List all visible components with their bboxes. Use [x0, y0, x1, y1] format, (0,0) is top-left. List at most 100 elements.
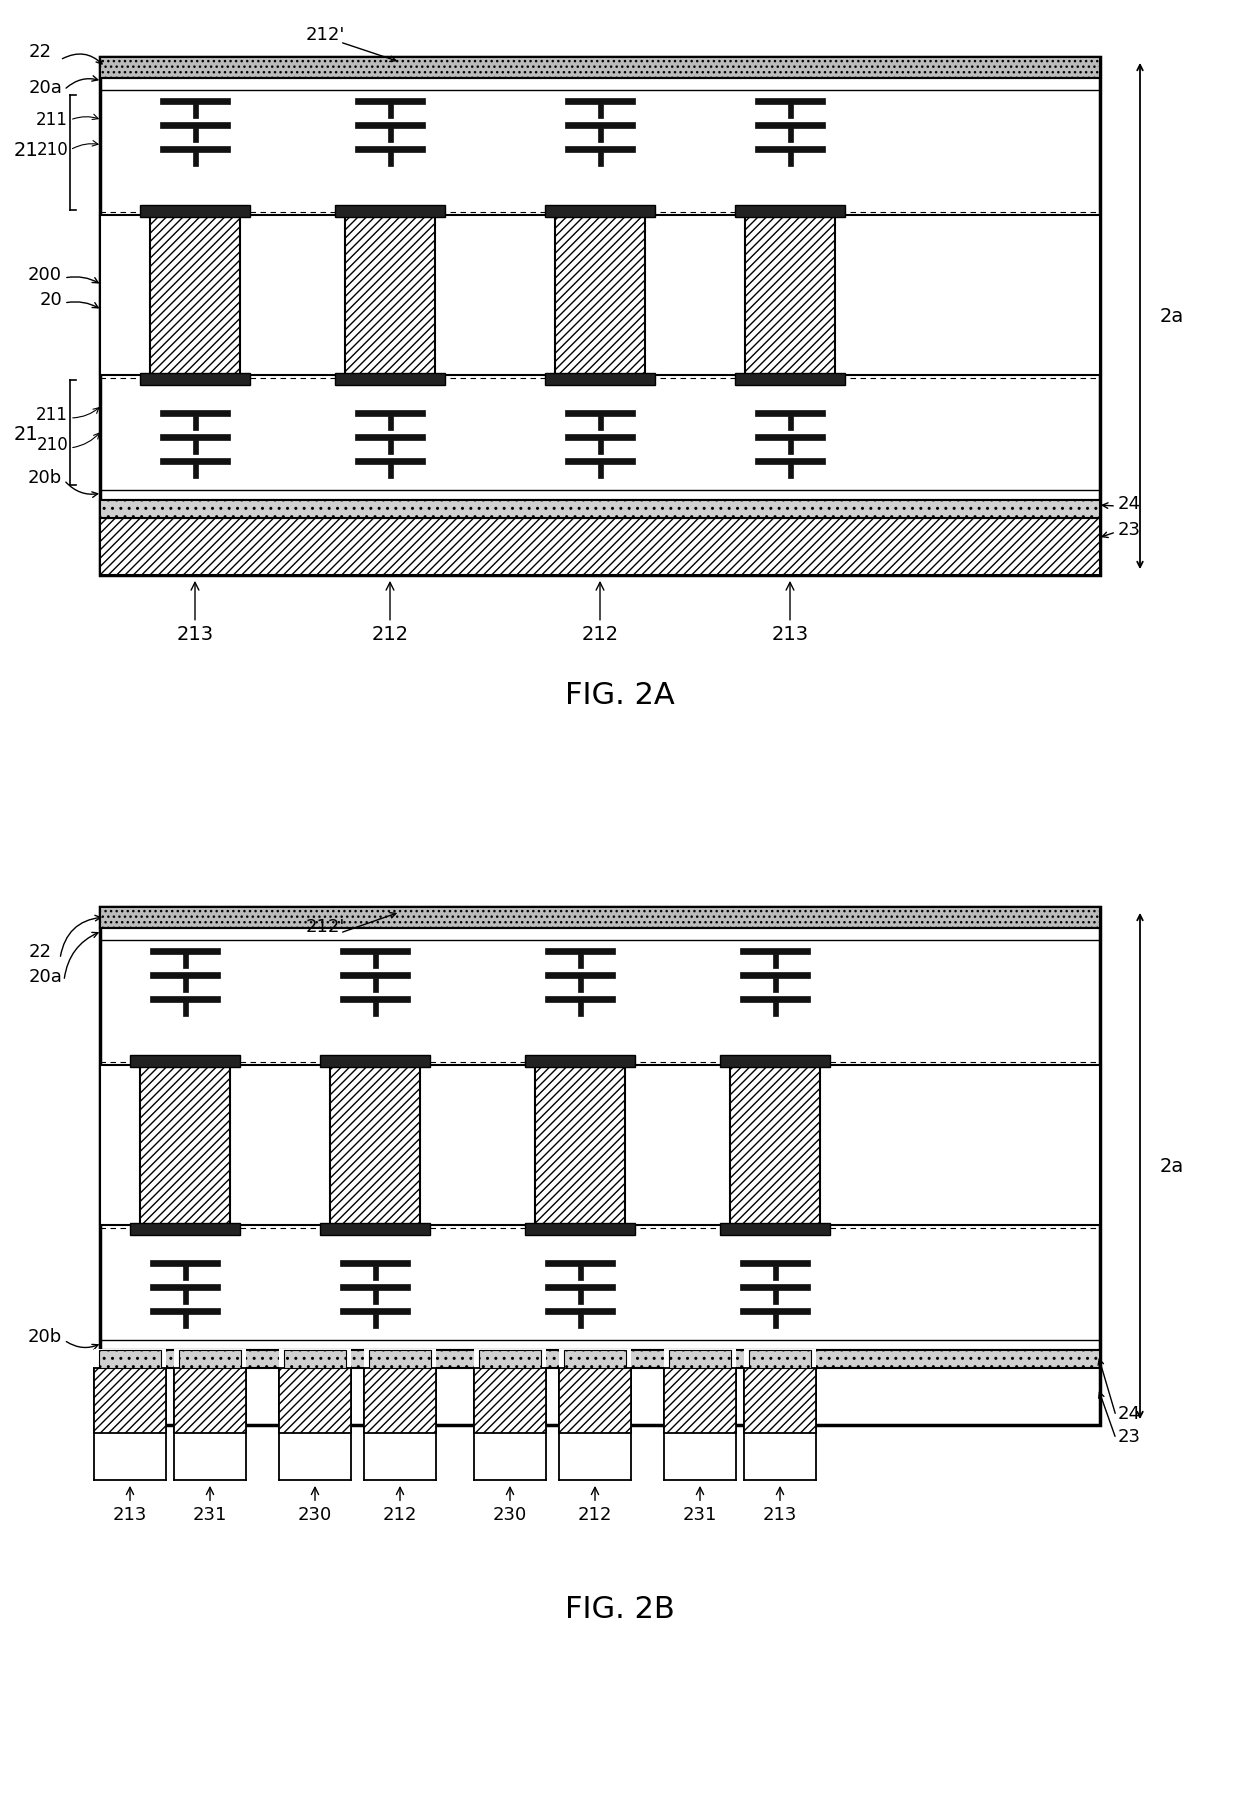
Bar	[373, 1313, 378, 1328]
Bar	[565, 121, 635, 128]
Bar	[140, 1066, 229, 1225]
Bar	[100, 1066, 1100, 1225]
Bar	[787, 440, 794, 454]
Bar	[740, 971, 810, 979]
Bar	[755, 458, 825, 463]
Bar	[193, 440, 198, 454]
Text: FIG. 2B: FIG. 2B	[565, 1596, 675, 1624]
Bar	[184, 953, 188, 968]
Bar	[160, 434, 229, 440]
Text: 231: 231	[683, 1487, 717, 1523]
Bar	[565, 147, 635, 152]
Text: 20: 20	[40, 291, 62, 309]
Bar	[355, 98, 425, 103]
Bar	[773, 1266, 777, 1281]
Text: 211: 211	[36, 405, 68, 423]
Bar	[388, 128, 393, 141]
Bar	[525, 1055, 635, 1067]
Bar	[140, 373, 250, 385]
Bar	[773, 953, 777, 968]
Bar	[340, 1261, 410, 1266]
Bar	[355, 147, 425, 152]
Bar	[160, 98, 229, 103]
Bar	[534, 1066, 625, 1225]
Bar	[279, 1368, 351, 1433]
Bar	[160, 147, 229, 152]
Bar	[184, 979, 188, 991]
Bar	[388, 463, 393, 478]
Text: 20b: 20b	[27, 469, 62, 487]
Bar	[373, 1266, 378, 1281]
Bar	[100, 58, 1100, 78]
Bar	[355, 411, 425, 416]
Bar	[525, 1223, 635, 1236]
Bar	[340, 971, 410, 979]
Bar	[565, 411, 635, 416]
Bar	[184, 1002, 188, 1017]
Bar	[564, 1350, 626, 1368]
Text: 2a: 2a	[1159, 306, 1184, 326]
Bar	[330, 1066, 420, 1225]
Bar	[787, 416, 794, 431]
Bar	[150, 948, 219, 953]
Bar	[150, 971, 219, 979]
Bar	[730, 1066, 820, 1225]
Bar	[740, 1261, 810, 1266]
Bar	[184, 1313, 188, 1328]
Bar	[787, 128, 794, 141]
Text: 24: 24	[1118, 496, 1141, 514]
Bar	[373, 979, 378, 991]
Bar	[94, 1368, 166, 1433]
Bar	[663, 1350, 737, 1369]
Bar	[355, 434, 425, 440]
Bar	[365, 1350, 436, 1369]
Text: 213: 213	[771, 582, 808, 644]
Bar	[99, 1350, 161, 1368]
Bar	[174, 1368, 246, 1433]
Bar	[370, 1350, 432, 1368]
Bar	[755, 411, 825, 416]
Text: 210: 210	[36, 141, 68, 159]
Bar	[755, 98, 825, 103]
Bar	[160, 121, 229, 128]
Bar	[94, 1350, 166, 1369]
Bar	[559, 1350, 631, 1369]
Bar	[355, 458, 425, 463]
Bar	[720, 1223, 830, 1236]
Text: 212': 212'	[305, 917, 345, 935]
Bar	[388, 416, 393, 431]
Bar	[735, 373, 844, 385]
Bar	[773, 1002, 777, 1017]
Bar	[735, 204, 844, 217]
Bar	[598, 463, 603, 478]
Bar	[373, 1002, 378, 1017]
Bar	[100, 1350, 1100, 1368]
Bar	[335, 204, 445, 217]
Text: 231: 231	[192, 1487, 227, 1523]
Bar	[150, 1308, 219, 1313]
Bar	[193, 416, 198, 431]
Bar	[335, 373, 445, 385]
Text: 20b: 20b	[27, 1328, 62, 1346]
Bar	[787, 103, 794, 118]
Bar	[744, 1350, 816, 1369]
Bar	[345, 215, 435, 374]
Bar	[150, 1284, 219, 1290]
Bar	[340, 1308, 410, 1313]
Bar	[279, 1350, 351, 1369]
Bar	[140, 204, 250, 217]
Bar	[663, 1368, 737, 1433]
Text: 230: 230	[492, 1487, 527, 1523]
Bar	[546, 971, 615, 979]
Bar	[787, 463, 794, 478]
Text: 212: 212	[383, 1487, 417, 1523]
Bar	[670, 1350, 732, 1368]
Bar	[100, 906, 1100, 928]
Bar	[598, 103, 603, 118]
Bar	[578, 1290, 583, 1304]
Bar	[740, 997, 810, 1002]
Text: 2a: 2a	[1159, 1156, 1184, 1176]
Bar	[578, 1266, 583, 1281]
Bar	[598, 440, 603, 454]
Bar	[755, 147, 825, 152]
